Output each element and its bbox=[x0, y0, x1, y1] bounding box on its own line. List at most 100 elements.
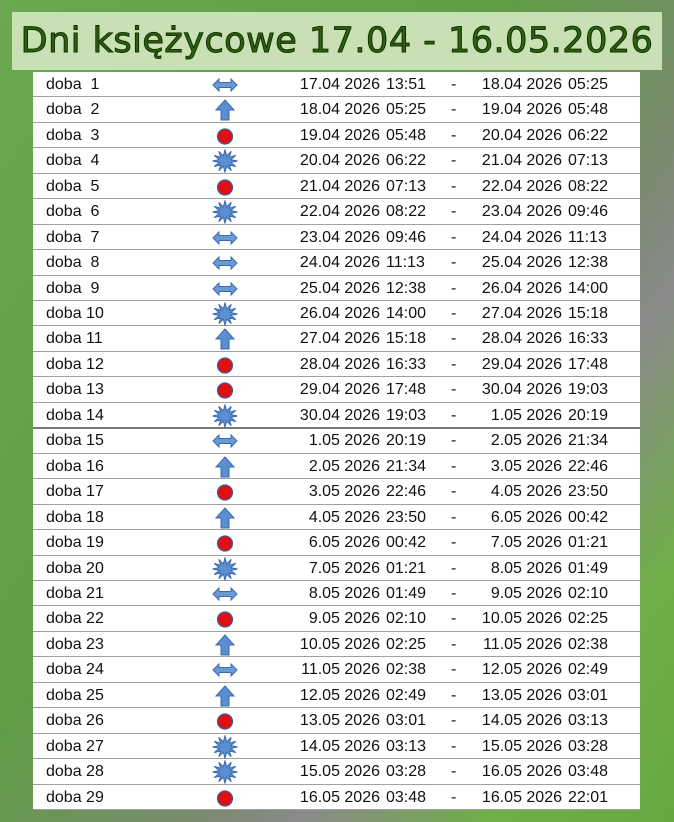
icon bbox=[216, 535, 234, 552]
end-date: 23.04 2026 bbox=[481, 203, 562, 221]
start-date: 10.05 2026 bbox=[299, 635, 380, 653]
end-date: 26.04 2026 bbox=[481, 279, 562, 297]
start-time: 03:28 bbox=[386, 763, 427, 781]
start-time: 22:46 bbox=[386, 483, 427, 501]
row: doba 17 3.05 2026 22:46 - 4.05 2026 23:50 bbox=[33, 479, 640, 505]
day-label: doba 23 bbox=[46, 635, 104, 653]
end-date: 9.05 2026 bbox=[490, 584, 562, 602]
day-label: doba 4 bbox=[46, 152, 100, 170]
icon bbox=[212, 281, 238, 296]
end-date: 1.05 2026 bbox=[490, 406, 562, 424]
icon bbox=[214, 685, 236, 707]
end-time: 19:03 bbox=[568, 381, 609, 399]
row: doba 3 19.04 2026 05:48 - 20.04 2026 06:22 bbox=[33, 123, 640, 149]
separator: - bbox=[451, 737, 457, 755]
start-date: 6.05 2026 bbox=[308, 534, 380, 552]
row: doba 12 28.04 2026 16:33 - 29.04 2026 17:48 bbox=[33, 352, 640, 378]
icon bbox=[212, 230, 238, 245]
separator: - bbox=[451, 279, 457, 297]
end-date: 13.05 2026 bbox=[481, 686, 562, 704]
row: doba 24 11.05 2026 02:38 - 12.05 2026 02:49 bbox=[33, 657, 640, 683]
separator: - bbox=[451, 508, 457, 526]
icon bbox=[212, 149, 238, 174]
row: doba 6 22.04 2026 08:22 - 23.04 2026 09:46 bbox=[33, 199, 640, 225]
start-time: 09:46 bbox=[386, 228, 427, 246]
end-time: 03:13 bbox=[568, 712, 609, 730]
end-time: 00:42 bbox=[568, 508, 609, 526]
start-time: 20:19 bbox=[386, 432, 427, 450]
start-time: 05:48 bbox=[386, 126, 427, 144]
start-date: 3.05 2026 bbox=[308, 483, 380, 501]
end-time: 20:19 bbox=[568, 406, 609, 424]
row: doba 5 21.04 2026 07:13 - 22.04 2026 08:22 bbox=[33, 174, 640, 200]
day-label: doba 7 bbox=[46, 228, 100, 246]
start-time: 01:49 bbox=[386, 584, 427, 602]
separator: - bbox=[451, 101, 457, 119]
start-date: 22.04 2026 bbox=[299, 203, 380, 221]
start-date: 30.04 2026 bbox=[299, 406, 380, 424]
day-label: doba 20 bbox=[46, 559, 104, 577]
end-date: 22.04 2026 bbox=[481, 177, 562, 195]
separator: - bbox=[451, 177, 457, 195]
start-date: 8.05 2026 bbox=[308, 584, 380, 602]
start-time: 12:38 bbox=[386, 279, 427, 297]
icon bbox=[212, 77, 238, 93]
end-date: 7.05 2026 bbox=[490, 534, 562, 552]
start-time: 08:22 bbox=[386, 203, 427, 221]
separator: - bbox=[451, 254, 457, 272]
icon bbox=[216, 382, 234, 399]
icon bbox=[212, 434, 238, 449]
separator: - bbox=[451, 76, 457, 93]
end-time: 06:22 bbox=[568, 126, 609, 144]
end-date: 10.05 2026 bbox=[481, 610, 562, 628]
end-date: 18.04 2026 bbox=[481, 76, 562, 93]
start-time: 02:25 bbox=[386, 635, 427, 653]
end-date: 16.05 2026 bbox=[481, 788, 562, 806]
icon bbox=[212, 403, 238, 428]
end-time: 05:48 bbox=[568, 101, 609, 119]
separator: - bbox=[451, 152, 457, 170]
separator: - bbox=[451, 788, 457, 806]
start-date: 25.04 2026 bbox=[299, 279, 380, 297]
icon bbox=[216, 713, 234, 730]
start-time: 15:18 bbox=[386, 330, 427, 348]
start-date: 7.05 2026 bbox=[308, 559, 380, 577]
start-date: 21.04 2026 bbox=[299, 177, 380, 195]
day-label: doba 17 bbox=[46, 483, 104, 501]
start-date: 29.04 2026 bbox=[299, 381, 380, 399]
end-date: 28.04 2026 bbox=[481, 330, 562, 348]
start-date: 24.04 2026 bbox=[299, 254, 380, 272]
start-time: 03:13 bbox=[386, 737, 427, 755]
day-label: doba 8 bbox=[46, 254, 100, 272]
end-date: 21.04 2026 bbox=[481, 152, 562, 170]
row: doba 1 17.04 2026 13:51 - 18.04 2026 05:25 bbox=[33, 72, 640, 98]
start-time: 00:42 bbox=[386, 534, 427, 552]
day-label: doba 10 bbox=[46, 305, 104, 323]
row: doba 15 1.05 2026 20:19 - 2.05 2026 21:34 bbox=[33, 428, 640, 454]
end-time: 22:01 bbox=[568, 788, 609, 806]
separator: - bbox=[451, 381, 457, 399]
separator: - bbox=[451, 330, 457, 348]
day-label: doba 5 bbox=[46, 177, 100, 195]
separator: - bbox=[451, 686, 457, 704]
start-date: 14.05 2026 bbox=[299, 737, 380, 755]
day-label: doba 11 bbox=[46, 330, 103, 348]
start-time: 03:48 bbox=[386, 788, 427, 806]
separator: - bbox=[451, 610, 457, 628]
separator: - bbox=[451, 661, 457, 679]
row: doba 16 2.05 2026 21:34 - 3.05 2026 22:46 bbox=[33, 454, 640, 480]
icon bbox=[214, 455, 236, 478]
icon bbox=[212, 556, 238, 581]
row: doba 14 30.04 2026 19:03 - 1.05 2026 20:19 bbox=[33, 403, 640, 430]
day-label: doba 14 bbox=[46, 406, 104, 424]
separator: - bbox=[451, 406, 457, 424]
end-time: 01:21 bbox=[568, 534, 609, 552]
end-time: 07:13 bbox=[568, 152, 609, 170]
start-date: 28.04 2026 bbox=[299, 355, 380, 373]
separator: - bbox=[451, 763, 457, 781]
start-date: 26.04 2026 bbox=[299, 305, 380, 323]
day-label: doba 2 bbox=[46, 101, 100, 119]
separator: - bbox=[451, 305, 457, 323]
icon bbox=[214, 328, 236, 350]
start-date: 12.05 2026 bbox=[299, 686, 380, 704]
